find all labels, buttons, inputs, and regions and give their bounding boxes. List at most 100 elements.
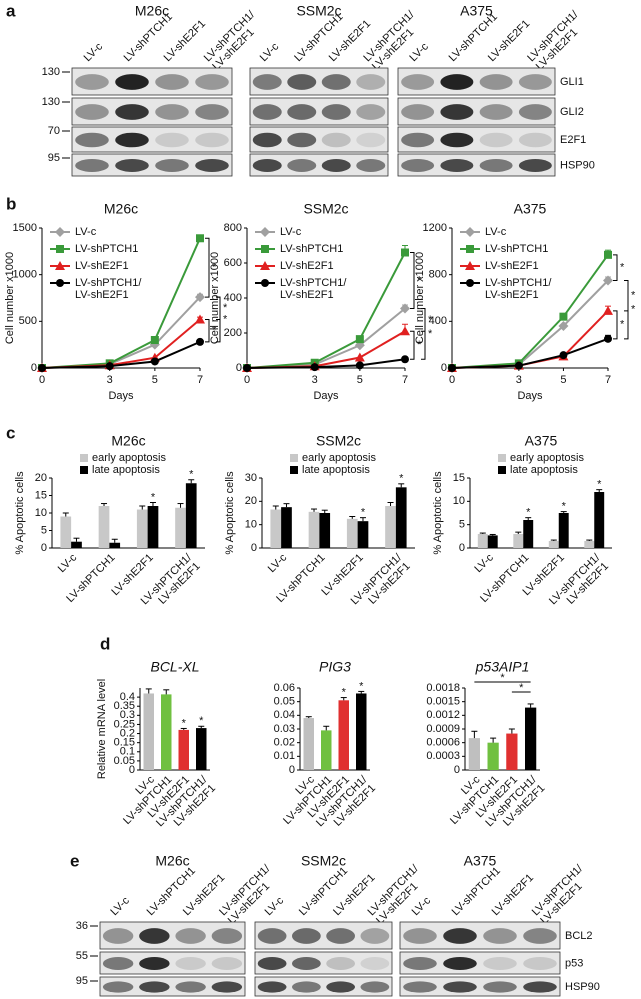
blot-band	[321, 104, 351, 120]
y-tick-label: 0	[31, 362, 37, 374]
blot-band	[518, 159, 552, 172]
protein-label: E2F1	[560, 134, 586, 146]
x-tick-label: 3	[107, 374, 113, 386]
blot-band	[115, 159, 149, 172]
y-tick-label: 0.4	[120, 691, 135, 703]
blot-band	[75, 132, 109, 148]
x-tick-label: 5	[152, 374, 158, 386]
y-axis-label: % Apoptotic cells	[14, 471, 26, 555]
bar	[98, 506, 110, 548]
significance-label: *	[361, 507, 366, 519]
blot-band	[287, 104, 317, 120]
protein-label: BCL2	[565, 930, 593, 942]
chart-title: A375	[514, 201, 547, 217]
blot-frame	[249, 153, 389, 177]
significance-label: *	[428, 328, 433, 340]
blot-band	[440, 159, 474, 172]
y-tick-label: 20	[35, 472, 47, 484]
y-tick-label: 20	[245, 495, 257, 507]
significance-bracket	[421, 308, 426, 360]
bar	[356, 693, 367, 770]
y-tick-label: 15	[453, 472, 465, 484]
text-line: LV-shPTCH1/	[485, 277, 552, 289]
y-tick-label: 800	[429, 269, 447, 281]
blot-band	[291, 928, 321, 944]
blot-band	[326, 928, 356, 944]
legend-marker	[55, 227, 65, 237]
y-tick-label: 0.05	[114, 755, 135, 767]
chart-title: SSM2c	[316, 433, 361, 449]
legend-label: LV-shE2F1	[280, 260, 334, 272]
significance-label: *	[562, 501, 567, 513]
point	[400, 326, 410, 336]
significance-bracket	[613, 310, 618, 340]
mw-marker: 36	[76, 920, 88, 932]
point	[355, 335, 364, 344]
blot-band	[360, 957, 390, 970]
y-axis-label: % Apoptotic cells	[224, 471, 236, 555]
text-line: LV-shE2F1	[485, 289, 539, 301]
legend-marker	[56, 245, 64, 253]
y-tick-label: 0.02	[274, 737, 295, 749]
x-tick-label: 0	[39, 374, 45, 386]
bar	[487, 535, 498, 548]
x-tick-label: 0	[449, 374, 455, 386]
legend-swatch	[80, 466, 88, 474]
bar	[109, 542, 121, 548]
series-line	[246, 307, 406, 369]
bar	[385, 506, 396, 548]
legend-swatch	[498, 454, 506, 462]
y-tick-label: 0	[236, 362, 242, 374]
bar	[196, 728, 207, 770]
y-tick-label: 1000	[13, 269, 37, 281]
y-tick-label: 0	[459, 542, 465, 554]
significance-label: *	[342, 686, 347, 698]
significance-label: *	[189, 469, 194, 481]
point	[448, 364, 456, 372]
bar	[468, 738, 480, 770]
blot-band	[518, 104, 552, 120]
significance-label: *	[223, 302, 228, 314]
bar	[513, 534, 524, 548]
blot-band	[360, 981, 390, 993]
blot-band	[321, 159, 351, 172]
significance-label: *	[631, 290, 636, 302]
chart-title: M26c	[111, 433, 145, 449]
legend-label: late apoptosis	[92, 464, 160, 476]
legend-marker	[466, 279, 474, 287]
x-tick-label: LV-c	[472, 551, 496, 575]
legend-label: early apoptosis	[92, 452, 166, 464]
y-tick-label: 0.0003	[426, 750, 460, 762]
y-axis-label: % Apoptotic cells	[432, 471, 444, 555]
legend-swatch	[498, 466, 506, 474]
y-tick-label: 10	[453, 495, 465, 507]
blot-band	[252, 104, 282, 120]
legend-marker	[466, 245, 474, 253]
point	[604, 334, 612, 343]
bar	[506, 733, 518, 770]
blot-band	[257, 928, 287, 944]
series-line	[41, 340, 201, 369]
mw-marker: 95	[48, 152, 60, 164]
legend-label: LV-shPTCH1/LV-shE2F1	[75, 277, 142, 301]
legend-marker	[260, 261, 270, 270]
bar	[558, 513, 569, 548]
bar	[357, 521, 369, 548]
significance-label: *	[399, 473, 404, 485]
chart-title: BCL-XL	[150, 659, 199, 675]
blot-band	[443, 928, 477, 944]
significance-bracket	[216, 296, 221, 343]
y-tick-label: 0.01	[274, 750, 295, 762]
series-line	[451, 337, 609, 369]
significance-bracket	[410, 252, 415, 309]
lane-label: LV-shPTCH1/LV-shE2F1	[365, 862, 430, 927]
legend-label: LV-shPTCH1	[485, 243, 548, 255]
cell-line-heading: A375	[464, 853, 497, 869]
chart-title: A375	[525, 433, 558, 449]
blot-band	[321, 74, 351, 90]
cell-line-heading: SSM2c	[301, 853, 346, 869]
point	[196, 234, 204, 243]
x-tick-label: 3	[312, 374, 318, 386]
blot-band	[287, 74, 317, 90]
